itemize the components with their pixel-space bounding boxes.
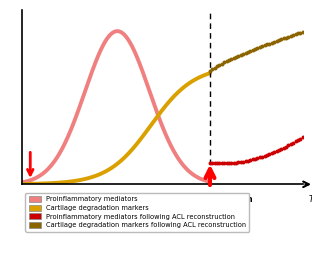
Point: [288, 142, 293, 146]
Point: [210, 161, 215, 165]
Point: [210, 67, 215, 71]
Point: [207, 161, 212, 165]
Point: [274, 39, 279, 43]
Point: [295, 138, 300, 142]
Point: [281, 146, 286, 150]
Text: ACL injury: ACL injury: [25, 195, 73, 204]
Point: [217, 63, 222, 67]
Point: [260, 44, 265, 48]
Point: [293, 140, 298, 144]
Point: [236, 160, 241, 164]
Point: [276, 38, 281, 42]
Point: [231, 56, 236, 60]
Point: [224, 161, 229, 165]
Point: [255, 46, 260, 50]
Point: [248, 49, 253, 53]
Point: [284, 145, 289, 149]
Point: [229, 161, 234, 165]
Point: [243, 159, 248, 163]
Point: [279, 147, 284, 151]
Point: [295, 31, 300, 35]
Text: Time: Time: [308, 195, 312, 204]
Point: [253, 47, 258, 51]
Point: [253, 157, 258, 161]
Point: [217, 161, 222, 165]
Point: [231, 161, 236, 165]
Point: [234, 161, 239, 165]
Point: [229, 57, 234, 61]
Point: [284, 35, 289, 39]
Point: [279, 37, 284, 41]
Point: [288, 34, 293, 38]
Point: [291, 33, 296, 37]
Point: [238, 160, 243, 164]
Point: [265, 153, 270, 157]
Point: [241, 159, 246, 164]
Point: [286, 35, 291, 39]
Point: [246, 50, 251, 54]
Point: [260, 155, 265, 159]
Point: [212, 66, 217, 70]
Point: [272, 40, 277, 44]
Point: [236, 54, 241, 58]
Point: [227, 161, 232, 165]
Point: [255, 156, 260, 160]
Point: [269, 151, 274, 155]
Point: [212, 161, 217, 165]
Point: [257, 155, 262, 159]
Text: ACL reconstruction: ACL reconstruction: [162, 195, 252, 204]
Point: [250, 48, 255, 52]
Point: [222, 161, 227, 165]
Point: [269, 41, 274, 45]
Point: [243, 51, 248, 55]
Point: [227, 58, 232, 62]
Point: [219, 61, 224, 66]
Point: [207, 69, 212, 73]
Point: [234, 55, 239, 59]
Legend: Proinflammatory mediators, Cartilage degradation markers, Proinflammatory mediat: Proinflammatory mediators, Cartilage deg…: [25, 193, 249, 231]
Point: [224, 59, 229, 63]
Point: [293, 32, 298, 36]
Point: [291, 141, 296, 145]
Point: [300, 30, 305, 34]
Point: [241, 52, 246, 56]
Point: [257, 45, 262, 49]
Point: [250, 157, 255, 162]
Point: [274, 149, 279, 153]
Point: [300, 135, 305, 139]
Point: [281, 36, 286, 40]
Point: [265, 42, 270, 47]
Point: [276, 148, 281, 152]
Point: [238, 53, 243, 57]
Point: [267, 41, 272, 46]
Point: [248, 158, 253, 162]
Point: [267, 152, 272, 156]
Point: [215, 161, 220, 165]
Point: [298, 30, 303, 35]
Point: [246, 158, 251, 163]
Point: [219, 161, 224, 165]
Point: [215, 64, 220, 68]
Point: [222, 60, 227, 65]
Point: [298, 136, 303, 141]
Point: [272, 150, 277, 154]
Point: [286, 143, 291, 147]
Point: [262, 43, 267, 47]
Point: [262, 154, 267, 158]
